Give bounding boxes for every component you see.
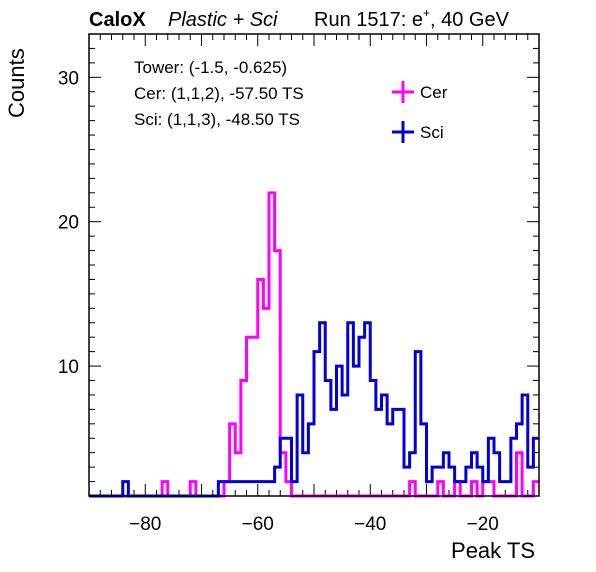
x-axis-label: Peak TS	[451, 538, 535, 563]
header-run: Run 1517: e+, 40 GeV	[314, 6, 510, 31]
plot-frame	[88, 33, 540, 497]
annotation-sci: Sci: (1,1,3), -48.50 TS	[134, 110, 300, 129]
header-config: Plastic + Sci	[168, 9, 278, 31]
x-tick-label: −20	[467, 514, 499, 535]
y-tick-label: 30	[58, 68, 79, 89]
header-experiment: CaloX	[89, 9, 146, 31]
series-cer-line	[89, 191, 539, 498]
legend: Cer Sci	[392, 81, 448, 143]
y-tick-label: 10	[58, 357, 79, 378]
x-tick-label: −60	[242, 514, 274, 535]
y-tick-label: 20	[58, 213, 79, 234]
series-layer	[89, 191, 539, 498]
legend-marker-sci	[392, 121, 414, 143]
annotation-tower: Tower: (-1.5, -0.625)	[134, 58, 287, 77]
annotation-cer: Cer: (1,1,2), -57.50 TS	[134, 84, 304, 103]
x-tick-label: −40	[354, 514, 386, 535]
x-tick-label: −80	[129, 514, 161, 535]
header-run-sup: +	[423, 6, 430, 20]
header-run-prefix: Run 1517: e	[314, 9, 423, 31]
y-axis-label: Counts	[4, 48, 29, 118]
header-run-suffix: , 40 GeV	[430, 9, 510, 31]
legend-marker-cer	[392, 81, 414, 103]
legend-label-sci: Sci	[420, 123, 444, 142]
series-sci-line	[89, 321, 539, 498]
legend-label-cer: Cer	[420, 83, 448, 102]
